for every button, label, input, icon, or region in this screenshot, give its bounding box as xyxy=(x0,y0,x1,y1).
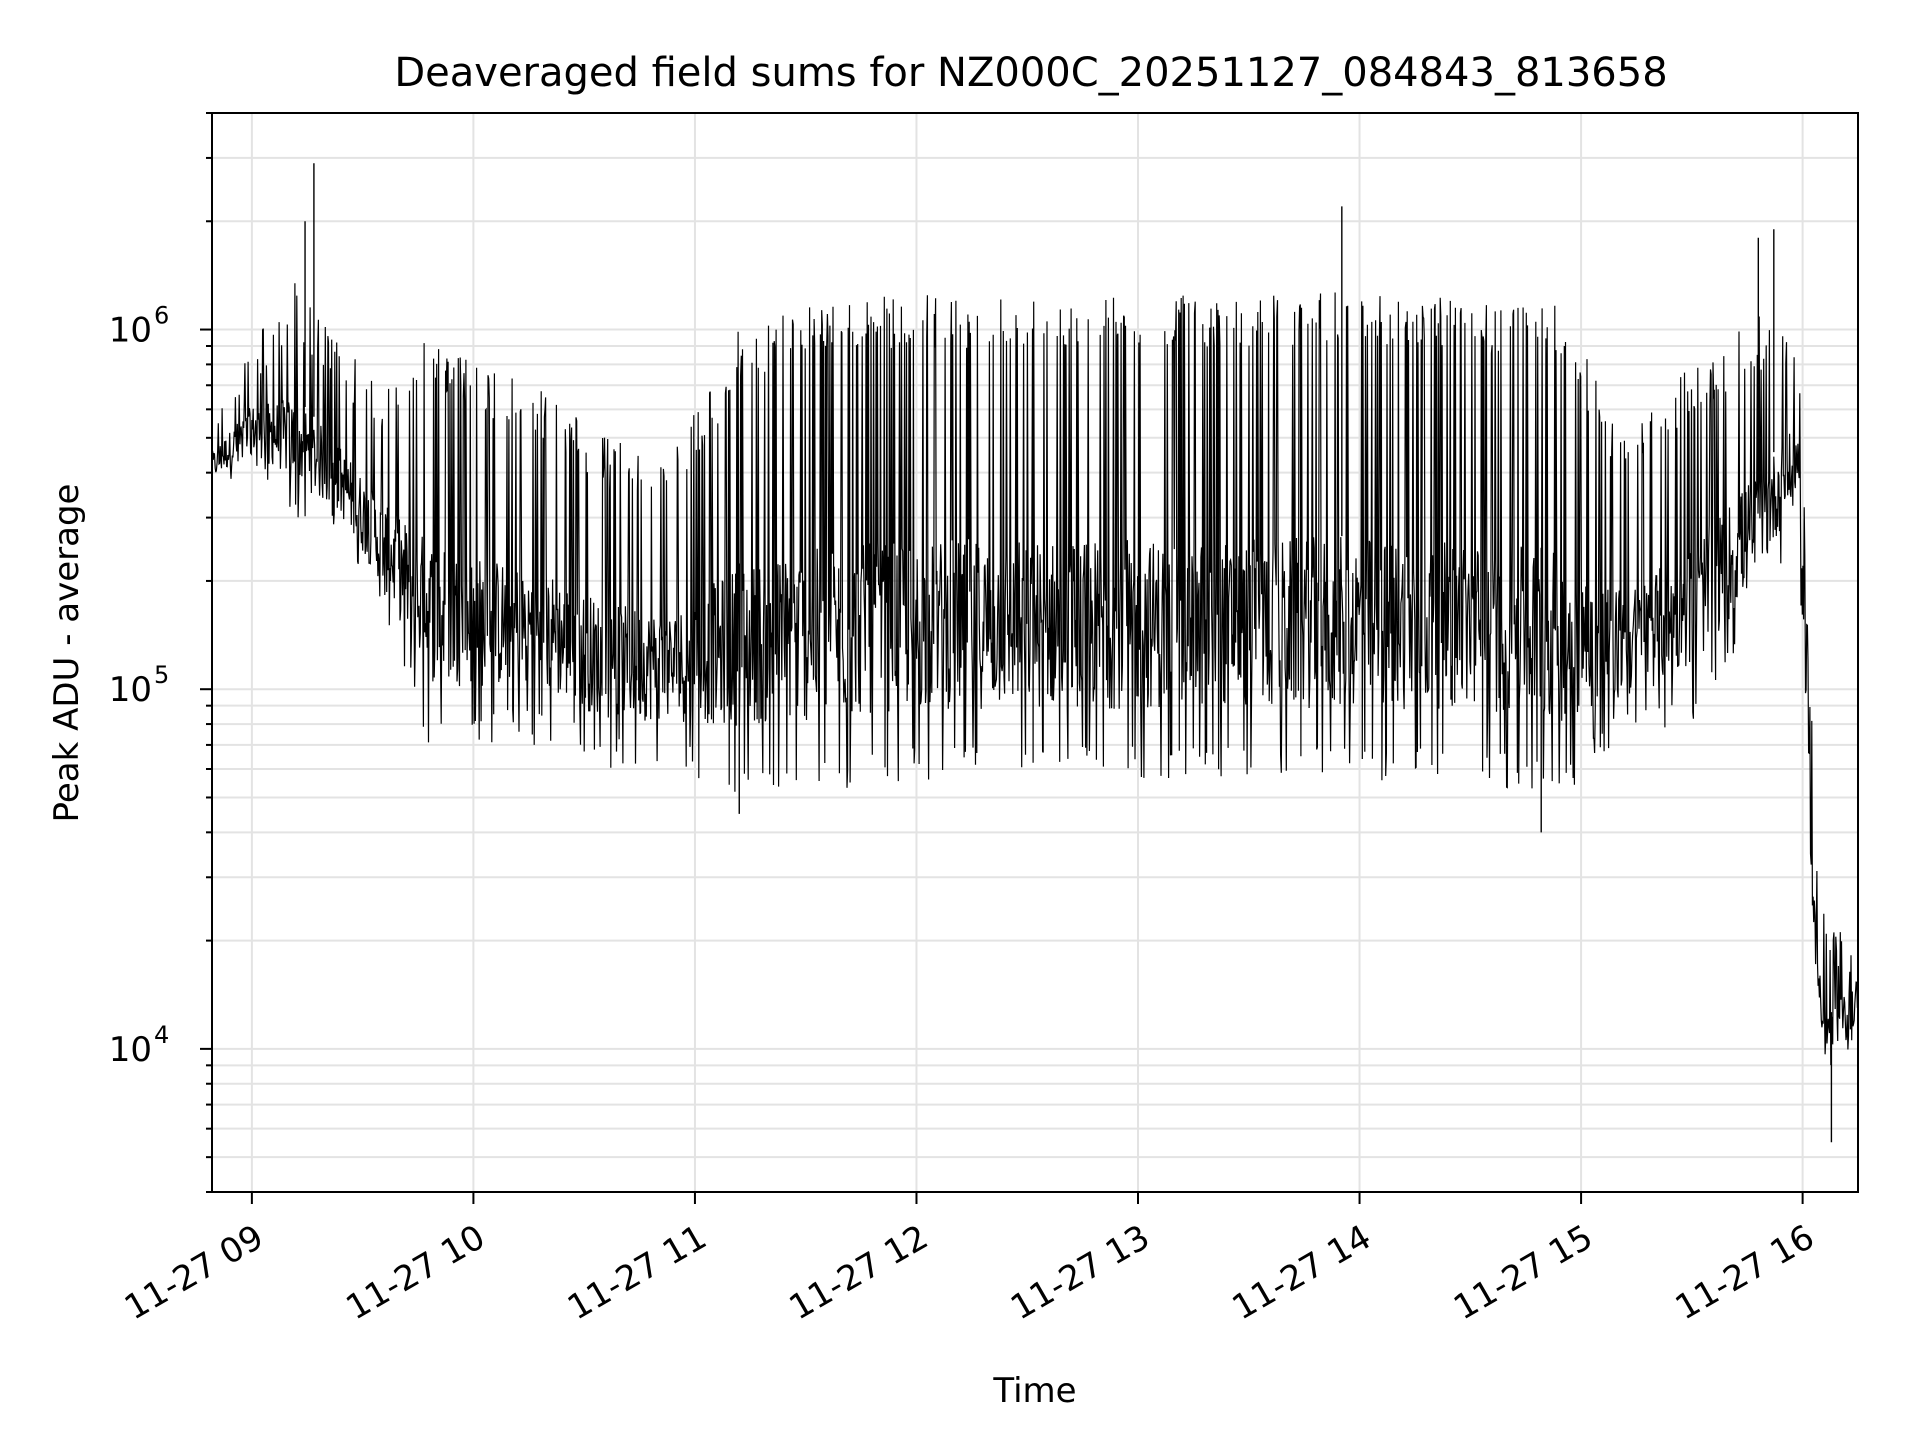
y-tick-label: 10 xyxy=(109,311,152,351)
y-axis-label: Peak ADU - average xyxy=(47,484,87,823)
y-tick-label: 10 xyxy=(109,670,152,710)
y-tick-label: 10 xyxy=(109,1030,152,1070)
data-series xyxy=(211,163,1859,1143)
y-tick-exponent: 5 xyxy=(154,661,169,689)
y-tick-exponent: 4 xyxy=(154,1021,169,1049)
plot-frame xyxy=(211,112,1859,1193)
grid-lines xyxy=(212,112,1858,1193)
chart-title: Deaveraged field sums for NZ000C_2025112… xyxy=(394,50,1667,96)
series-line xyxy=(211,283,1859,1066)
y-tick-exponent: 6 xyxy=(154,302,169,330)
x-axis-label: Time xyxy=(992,1371,1076,1411)
